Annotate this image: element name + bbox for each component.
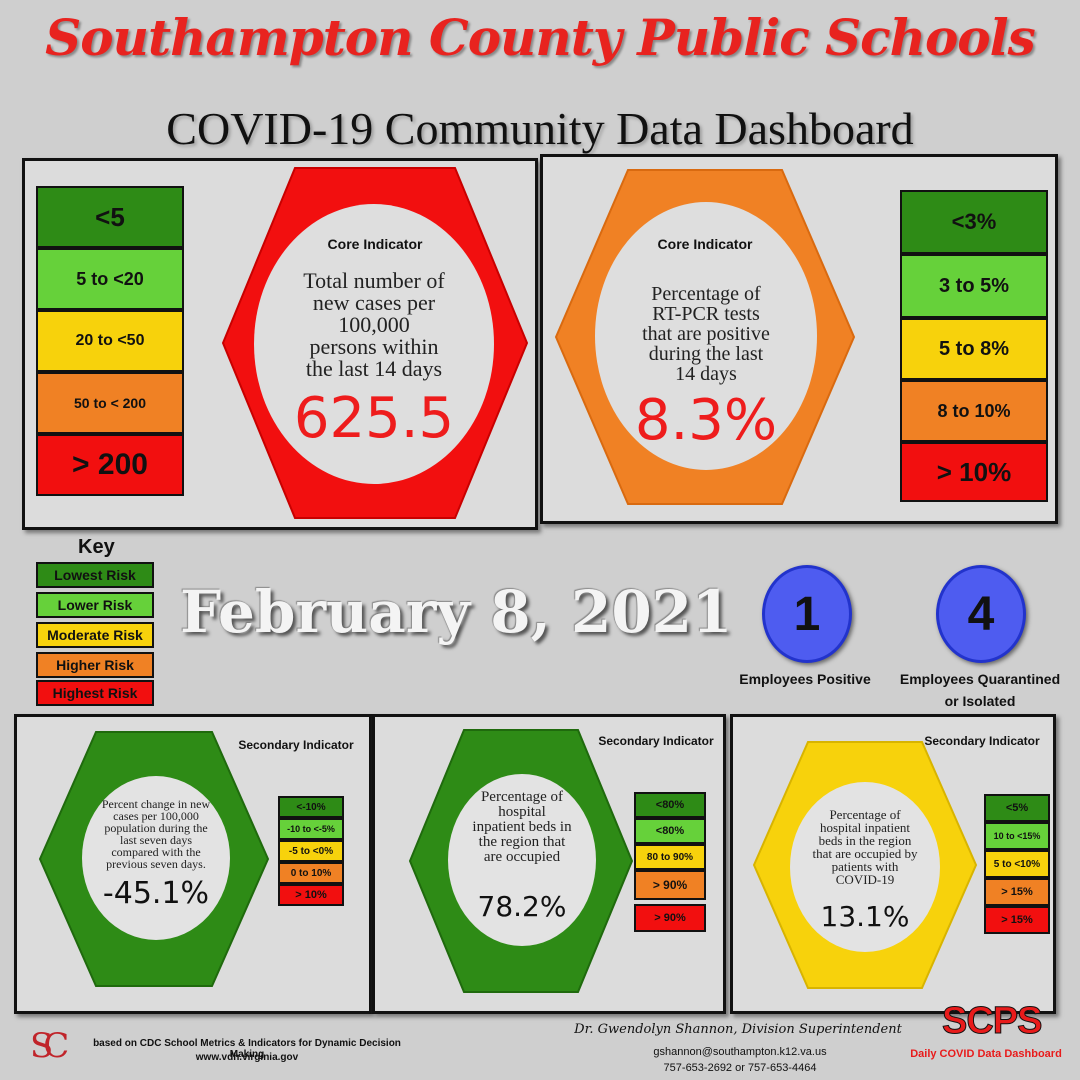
scale-cell: <-10%: [278, 796, 344, 818]
key-item-higher: Higher Risk: [36, 652, 154, 678]
scale-cell: 50 to < 200: [36, 372, 184, 434]
indicator-description: Percentage of RT-PCR tests that are positi…: [598, 284, 814, 384]
scale-tests: <3% 3 to 5% 5 to 8% 8 to 10% > 10%: [900, 190, 1048, 502]
indicator-description: Percent change in new cases per 100,000 po…: [86, 798, 226, 870]
scale-cell: 5 to <20: [36, 248, 184, 310]
key-item-highest: Highest Risk: [36, 680, 154, 706]
scale-cell: <3%: [900, 190, 1048, 254]
scale-cell: > 90%: [634, 904, 706, 932]
core-indicator-label: Core Indicator: [630, 236, 780, 252]
scale-cell: -5 to <0%: [278, 840, 344, 862]
scale-cell: 0 to 10%: [278, 862, 344, 884]
scale-cell: > 90%: [634, 870, 706, 900]
scale-cell: <80%: [634, 818, 706, 844]
employees-positive-count: 1: [762, 565, 852, 663]
scale-cell: > 200: [36, 434, 184, 496]
report-date: February 8, 2021: [180, 578, 732, 646]
page-subtitle: COVID-19 Community Data Dashboard: [0, 102, 1080, 155]
key-item-lowest: Lowest Risk: [36, 562, 154, 588]
secondary-indicator-label: Secondary Indicator: [586, 734, 726, 748]
core-indicator-value: 8.3%: [598, 388, 814, 453]
brand-subtitle: Daily COVID Data Dashboard: [896, 1048, 1076, 1060]
scale-cell: > 15%: [984, 878, 1050, 906]
scale-covid-beds: <5% 10 to <15% 5 to <10% > 15% > 15%: [984, 794, 1050, 934]
secondary-indicator-value: 78.2%: [448, 890, 596, 923]
scale-cell: 3 to 5%: [900, 254, 1048, 318]
key-item-moderate: Moderate Risk: [36, 622, 154, 648]
core-indicator-value: 625.5: [264, 386, 484, 451]
key-title: Key: [78, 536, 115, 559]
secondary-indicator-label: Secondary Indicator: [912, 734, 1052, 748]
scale-cell: <80%: [634, 792, 706, 818]
scps-brand: SCPS: [942, 1000, 1041, 1043]
core-indicator-label: Core Indicator: [300, 236, 450, 252]
scale-cell: > 10%: [278, 884, 344, 906]
scale-cell: <5: [36, 186, 184, 248]
scale-cell: <5%: [984, 794, 1050, 822]
indicator-description: Percentage of hospital inpatient beds in t…: [786, 808, 944, 886]
secondary-indicator-value: -45.1%: [86, 876, 226, 911]
key-item-lower: Lower Risk: [36, 592, 154, 618]
scale-cell: > 10%: [900, 442, 1048, 502]
scale-cell: 10 to <15%: [984, 822, 1050, 850]
source-link[interactable]: www.vdh.virginia.gov: [82, 1052, 412, 1063]
scale-cell: 20 to <50: [36, 310, 184, 372]
contact-email[interactable]: gshannon@southampton.k12.va.us: [640, 1046, 840, 1058]
superintendent-name: Dr. Gwendolyn Shannon, Division Superint…: [528, 1022, 948, 1037]
scale-cell: 5 to 8%: [900, 318, 1048, 380]
scale-cell: 8 to 10%: [900, 380, 1048, 442]
employees-quarantined-count: 4: [936, 565, 1026, 663]
secondary-indicator-label: Secondary Indicator: [226, 738, 366, 752]
sc-logo: SC: [30, 1026, 59, 1066]
employees-quarantined-label: Employees Quarantined or Isolated: [890, 668, 1070, 713]
scale-cell: 5 to <10%: [984, 850, 1050, 878]
scale-cell: > 15%: [984, 906, 1050, 934]
scale-beds: <80% <80% 80 to 90% > 90% > 90%: [634, 792, 706, 932]
indicator-description: Total number of new cases per 100,000 perso…: [264, 270, 484, 380]
scale-cases: <5 5 to <20 20 to <50 50 to < 200 > 200: [36, 186, 184, 496]
scale-change: <-10% -10 to <-5% -5 to <0% 0 to 10% > 1…: [278, 796, 344, 906]
indicator-description: Percentage of hospital inpatient beds in th…: [448, 790, 596, 865]
employees-positive-label: Employees Positive: [730, 668, 880, 690]
page-title: Southampton County Public Schools: [0, 8, 1080, 67]
scale-cell: 80 to 90%: [634, 844, 706, 870]
scale-cell: -10 to <-5%: [278, 818, 344, 840]
contact-phone: 757-653-2692 or 757-653-4464: [640, 1062, 840, 1074]
secondary-indicator-value: 13.1%: [790, 900, 940, 933]
